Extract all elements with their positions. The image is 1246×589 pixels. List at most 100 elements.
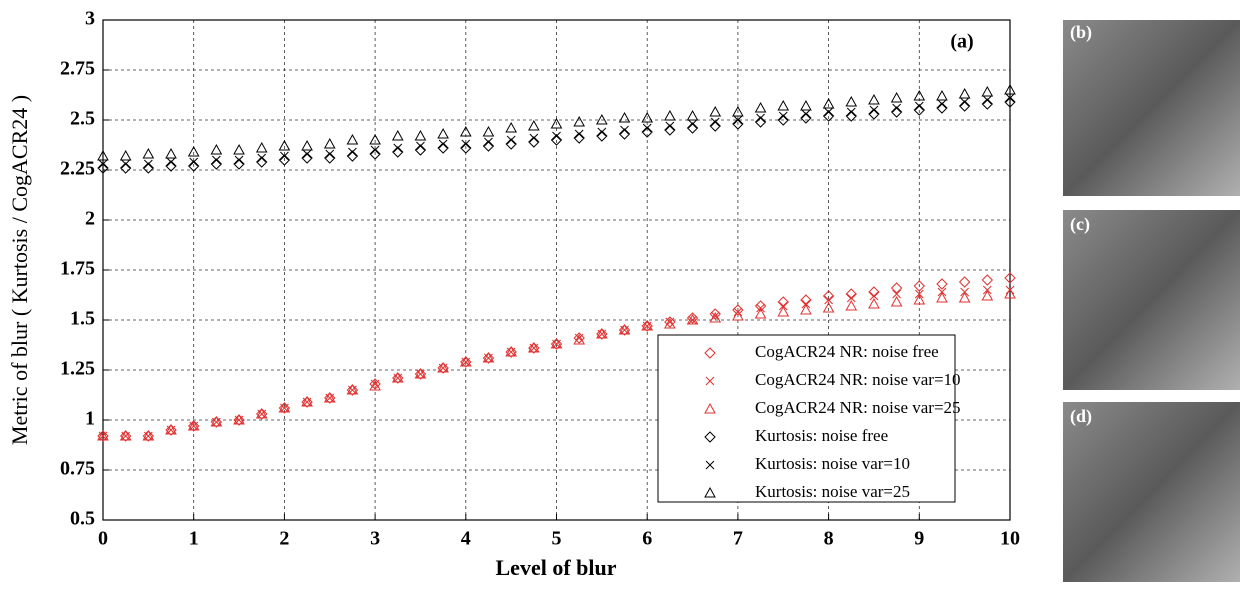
legend-label: CogACR24 NR: noise free (755, 342, 939, 361)
marker (210, 416, 223, 428)
marker (438, 139, 448, 149)
marker (822, 290, 835, 302)
legend-label: CogACR24 NR: noise var=10 (755, 370, 961, 389)
marker (506, 135, 516, 145)
legend-box (657, 334, 956, 503)
marker (688, 119, 697, 129)
marker (1005, 93, 1015, 103)
legend-marker (705, 376, 715, 386)
y-tick-label: 1 (85, 408, 95, 430)
marker (868, 93, 880, 105)
legend-label: Kurtosis: noise var=25 (755, 482, 910, 501)
marker (936, 89, 948, 101)
image-label: (d) (1070, 406, 1092, 427)
marker (142, 430, 155, 442)
marker (437, 142, 449, 154)
marker (845, 288, 857, 300)
marker (936, 102, 948, 114)
marker (754, 101, 767, 113)
marker (165, 423, 177, 435)
marker (733, 115, 743, 125)
marker (98, 159, 108, 169)
marker (756, 113, 765, 123)
marker (257, 409, 267, 419)
marker (119, 430, 132, 442)
marker (189, 157, 199, 167)
marker (210, 415, 223, 427)
marker (119, 149, 132, 161)
marker (777, 114, 789, 126)
x-tick-label: 10 (1000, 528, 1020, 550)
marker (256, 156, 268, 168)
marker (641, 126, 653, 138)
marker (868, 297, 880, 309)
marker (869, 291, 879, 301)
marker (913, 293, 926, 305)
marker (280, 403, 289, 413)
marker (233, 158, 245, 170)
marker (97, 149, 109, 161)
marker (890, 106, 903, 118)
marker (732, 105, 744, 117)
marker (754, 116, 767, 128)
marker (369, 133, 381, 145)
marker (845, 95, 858, 107)
marker (664, 109, 676, 121)
marker (913, 280, 926, 292)
legend-label: CogACR24 NR: noise var=25 (755, 398, 961, 417)
marker (97, 430, 109, 442)
marker (461, 357, 471, 367)
marker (233, 143, 245, 155)
marker (710, 117, 720, 127)
marker (890, 282, 903, 294)
x-tick-label: 5 (552, 528, 562, 550)
marker (664, 124, 676, 136)
marker (121, 431, 131, 441)
marker (732, 309, 744, 321)
marker (686, 122, 699, 134)
y-axis-label: Metric of blur ( Kurtosis / CogACR24 ) (7, 95, 32, 445)
marker (596, 327, 608, 339)
marker (438, 363, 448, 373)
marker (233, 413, 245, 425)
marker (414, 129, 427, 141)
marker (302, 397, 312, 407)
marker (212, 155, 221, 165)
marker (506, 347, 516, 357)
marker (686, 313, 699, 325)
marker (121, 159, 131, 169)
marker (754, 307, 767, 319)
marker (641, 319, 654, 331)
marker (913, 89, 926, 101)
marker (278, 401, 291, 413)
marker (936, 291, 948, 303)
marker (280, 151, 289, 161)
marker (800, 112, 812, 124)
y-tick-label: 2.25 (60, 158, 95, 180)
marker (982, 95, 992, 105)
marker (370, 145, 380, 155)
marker (1004, 272, 1016, 284)
marker (233, 414, 245, 426)
marker (165, 424, 177, 436)
marker (278, 139, 291, 151)
marker (437, 127, 449, 139)
marker (846, 293, 856, 303)
marker (937, 99, 947, 109)
marker (777, 99, 790, 111)
marker (641, 320, 653, 332)
x-tick-label: 7 (733, 528, 743, 550)
marker (459, 355, 472, 367)
marker (664, 317, 676, 329)
marker (256, 408, 268, 420)
marker (709, 105, 722, 117)
marker (665, 121, 675, 131)
marker (686, 109, 699, 121)
marker (574, 129, 584, 139)
image-d (1063, 402, 1240, 582)
marker (187, 420, 200, 432)
legend-marker (705, 460, 715, 470)
marker (892, 103, 901, 113)
marker (960, 97, 970, 107)
marker (822, 301, 835, 313)
